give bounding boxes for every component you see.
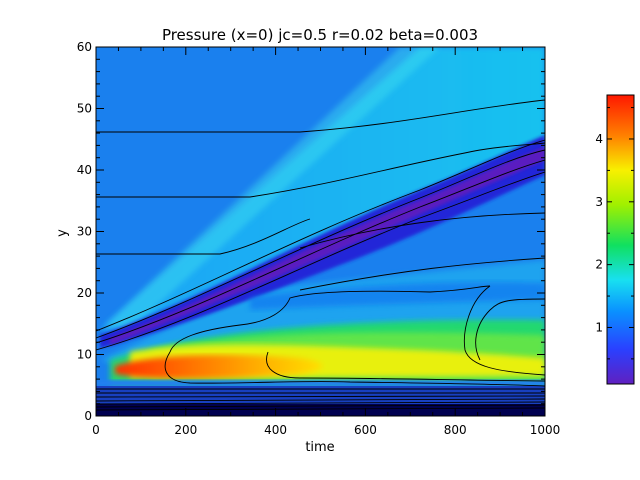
y-tick-label: 40 bbox=[77, 163, 92, 177]
y-tick-label: 60 bbox=[77, 40, 92, 54]
x-tick-label: 600 bbox=[354, 423, 377, 437]
y-tick-label: 10 bbox=[77, 348, 92, 362]
x-tick-label: 1000 bbox=[530, 423, 561, 437]
y-tick-label: 0 bbox=[84, 409, 92, 423]
colorbar-tick-label: 1 bbox=[595, 320, 603, 334]
x-axis-label: time bbox=[305, 440, 334, 455]
x-tick-label: 400 bbox=[264, 423, 287, 437]
heatmap-field bbox=[96, 47, 545, 416]
x-tick-label: 800 bbox=[444, 423, 467, 437]
colorbar-tick-label: 3 bbox=[595, 195, 603, 209]
axis-ticks: 0 200 400 600 800 1000 0 10 20 30 40 50 60 bbox=[77, 40, 561, 437]
colorbar bbox=[606, 94, 635, 385]
y-axis-label: y bbox=[55, 229, 70, 237]
chart-title: Pressure (x=0) jc=0.5 r=0.02 beta=0.003 bbox=[162, 26, 478, 44]
x-tick-label: 0 bbox=[92, 423, 100, 437]
colorbar-ticks: 1 2 3 4 bbox=[595, 107, 634, 360]
y-tick-label: 50 bbox=[77, 102, 92, 116]
x-tick-label: 200 bbox=[174, 423, 197, 437]
colorbar-tick-label: 4 bbox=[595, 132, 603, 146]
y-tick-label: 20 bbox=[77, 286, 92, 300]
y-tick-label: 30 bbox=[77, 225, 92, 239]
colorbar-tick-label: 2 bbox=[595, 258, 603, 272]
